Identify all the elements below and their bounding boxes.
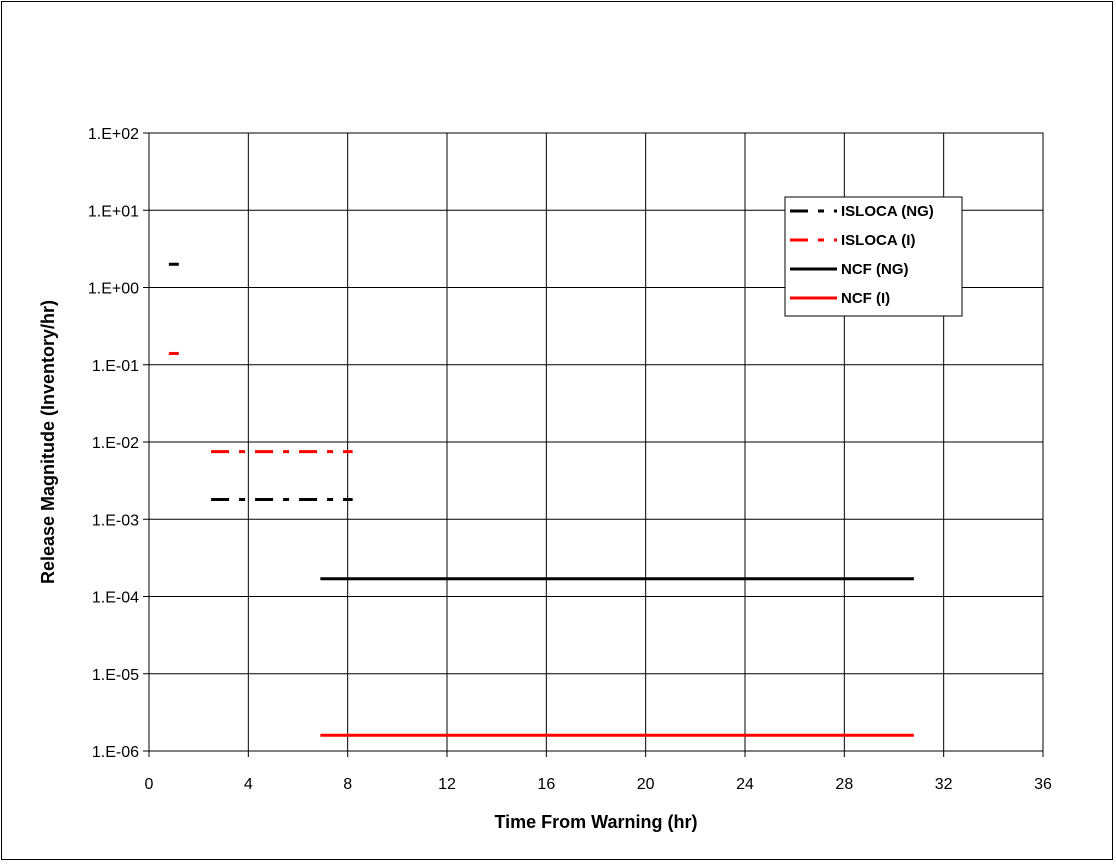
x-tick-labels: 0 4 8 12 16 20 24 28 32 36: [145, 776, 1052, 793]
y-tick-label: 1.E+02: [88, 126, 139, 143]
series-lines: [168, 262, 914, 737]
x-tick-label: 36: [1034, 776, 1052, 793]
x-tick-label: 4: [244, 776, 253, 793]
legend-items: ISLOCA (NG) ISLOCA (I) NCF (NG) NCF (I): [790, 203, 934, 307]
y-tick-label: 1.E+00: [88, 281, 139, 298]
y-axis-title: Release Magnitude (Inventory/hr): [38, 300, 58, 584]
legend: ISLOCA (NG) ISLOCA (I) NCF (NG) NCF (I): [784, 196, 963, 317]
x-tick-label: 28: [835, 776, 853, 793]
legend-label: NCF (NG): [841, 261, 909, 278]
x-tick-label: 24: [736, 776, 754, 793]
legend-label: NCF (I): [841, 290, 890, 307]
series-isloca-i: [168, 351, 353, 454]
y-tick-labels: 1.E-06 1.E-05 1.E-04 1.E-03 1.E-02 1.E-01 1.E+…: [88, 126, 139, 761]
grid-lines: [143, 132, 1044, 757]
legend-label: ISLOCA (NG): [841, 203, 934, 220]
x-tick-label: 16: [537, 776, 555, 793]
x-axis-title: Time From Warning (hr): [494, 812, 697, 832]
y-tick-label: 1.E-04: [92, 590, 139, 607]
legend-box: [784, 196, 963, 317]
x-tick-label: 32: [935, 776, 953, 793]
legend-label: ISLOCA (I): [841, 232, 915, 249]
series-isloca-ng: [168, 262, 353, 502]
x-tick-label: 0: [145, 776, 154, 793]
y-tick-label: 1.E-02: [92, 435, 139, 452]
y-tick-label: 1.E-06: [92, 744, 139, 761]
y-tick-label: 1.E+01: [88, 203, 139, 220]
x-tick-label: 8: [343, 776, 352, 793]
y-tick-label: 1.E-05: [92, 667, 139, 684]
y-tick-label: 1.E-01: [92, 358, 139, 375]
x-tick-label: 20: [637, 776, 655, 793]
plot-area: [148, 132, 1044, 752]
x-tick-label: 12: [438, 776, 456, 793]
y-tick-label: 1.E-03: [92, 512, 139, 529]
